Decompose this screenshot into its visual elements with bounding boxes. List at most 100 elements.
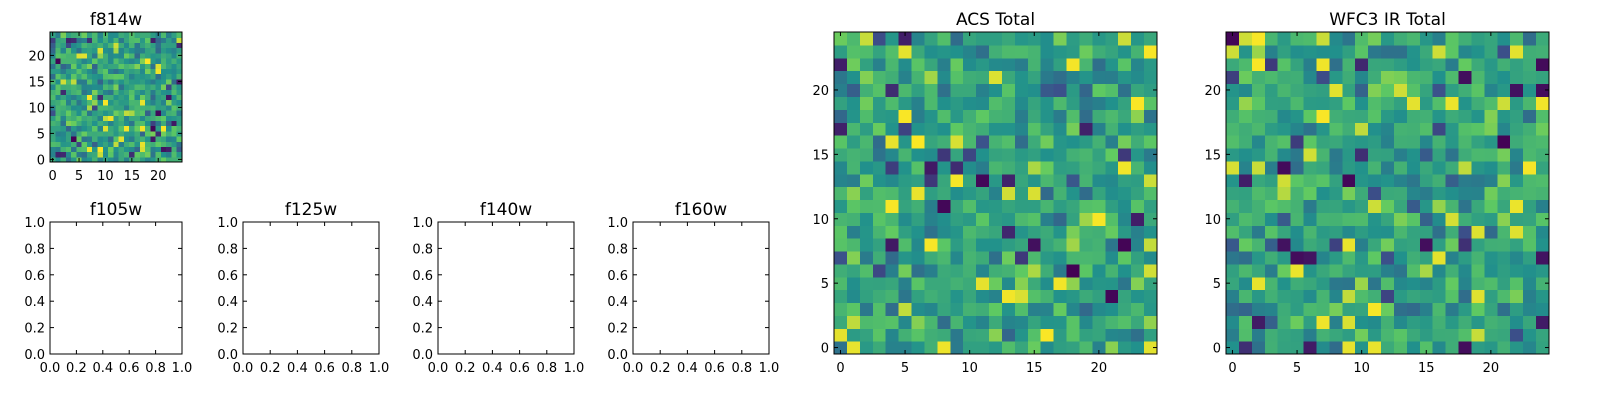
heatmap-cell	[1368, 57, 1382, 72]
heatmap-cell	[71, 99, 77, 106]
heatmap-cell	[150, 47, 157, 54]
heatmap-cell	[86, 42, 93, 49]
heatmap-cell	[65, 141, 72, 147]
heatmap-cell	[1118, 173, 1132, 188]
heatmap-cell	[1118, 250, 1132, 265]
axes-frame	[833, 31, 1158, 355]
heatmap-cell	[71, 58, 77, 64]
heatmap-cell	[1381, 57, 1395, 72]
heatmap-cell	[1131, 276, 1145, 291]
heatmap-cell	[86, 63, 93, 69]
heatmap-cell	[885, 32, 900, 46]
heatmap-cell	[1458, 173, 1473, 188]
heatmap-cell	[1027, 238, 1042, 252]
heatmap-cell	[1105, 109, 1119, 123]
heatmap-cell	[118, 115, 125, 121]
heatmap-cell	[1523, 302, 1537, 316]
heatmap-cell	[1368, 147, 1382, 162]
heatmap-cell	[176, 42, 183, 49]
heatmap-cell	[1131, 32, 1145, 46]
heatmap-cell	[1040, 238, 1055, 252]
heatmap-cell	[937, 32, 951, 46]
heatmap-cell	[1419, 173, 1434, 188]
heatmap-cell	[1053, 32, 1068, 46]
heatmap-cell	[60, 89, 67, 95]
heatmap-cell	[1510, 109, 1524, 123]
heatmap-cell	[76, 99, 83, 106]
heatmap-cell	[166, 37, 173, 43]
heatmap-cell	[1277, 263, 1292, 278]
heatmap-cell	[1001, 302, 1016, 316]
heatmap-cell	[108, 125, 114, 132]
x-tick-label: 0.6	[119, 361, 140, 376]
heatmap-cell	[1536, 44, 1550, 59]
heatmap-cell	[1471, 173, 1485, 188]
heatmap-cell	[834, 289, 848, 304]
heatmap-cell	[1316, 109, 1330, 123]
heatmap-cell	[1014, 199, 1029, 213]
heatmap-cell	[1053, 109, 1068, 123]
heatmap-cell	[885, 199, 900, 213]
heatmap-cell	[155, 94, 162, 101]
heatmap-cell	[1001, 173, 1016, 188]
heatmap-cell	[1118, 186, 1132, 201]
heatmap-cell	[1001, 57, 1016, 72]
heatmap-cell	[134, 136, 141, 142]
heatmap-cell	[885, 44, 900, 59]
heatmap-cell	[1105, 186, 1119, 201]
heatmap-cell	[102, 94, 109, 101]
heatmap-cell	[139, 136, 146, 142]
heatmap-cell	[1277, 44, 1292, 59]
heatmap-cell	[1118, 302, 1132, 316]
heatmap-cell	[1001, 276, 1016, 291]
heatmap-cell	[1497, 315, 1511, 329]
heatmap-cell	[1251, 173, 1266, 188]
heatmap-cell	[1484, 109, 1498, 123]
heatmap-cell	[160, 110, 167, 116]
heatmap-cell	[1523, 135, 1537, 149]
heatmap-cell	[1226, 96, 1240, 110]
heatmap-cell	[86, 37, 93, 43]
heatmap-cell	[176, 94, 183, 101]
heatmap-cell	[1277, 160, 1292, 175]
heatmap-cell	[150, 37, 157, 43]
x-tick-label: 0	[1228, 361, 1236, 376]
heatmap-cell	[885, 83, 900, 97]
heatmap-cell	[911, 57, 926, 72]
heatmap-cell	[1510, 96, 1524, 110]
heatmap-cell	[1432, 109, 1447, 123]
heatmap-cell	[1105, 212, 1119, 226]
heatmap-cell	[166, 115, 173, 121]
heatmap-cell	[1381, 96, 1395, 110]
heatmap-cell	[1079, 57, 1093, 72]
heatmap-cell	[950, 238, 964, 252]
heatmap-cell	[1406, 83, 1421, 97]
heatmap-cell	[1079, 96, 1093, 110]
heatmap-cell	[81, 125, 88, 132]
heatmap-cell	[989, 96, 1003, 110]
x-tick-label: 0.8	[536, 361, 557, 376]
heatmap-cell	[1368, 263, 1382, 278]
heatmap-cell	[60, 130, 67, 137]
y-tick-label: 0	[37, 153, 45, 168]
heatmap-cell	[71, 68, 77, 75]
heatmap-cell	[171, 110, 178, 116]
heatmap-cell	[171, 32, 178, 38]
heatmap-cell	[113, 78, 120, 85]
heatmap-cell	[166, 89, 173, 95]
heatmap-cell	[1342, 173, 1356, 188]
heatmap-cell	[1432, 44, 1447, 59]
heatmap-cell	[160, 37, 167, 43]
heatmap-cell	[1458, 341, 1473, 355]
heatmap-cell	[1238, 341, 1253, 355]
heatmap-cell	[60, 78, 67, 85]
y-tick-label: 0.6	[607, 269, 628, 284]
heatmap-cell	[1523, 186, 1537, 201]
heatmap-cell	[1144, 276, 1158, 291]
heatmap-cell	[1066, 135, 1081, 149]
heatmap-cell	[834, 315, 848, 329]
heatmap-cell	[166, 120, 173, 127]
heatmap-cell	[885, 122, 900, 136]
